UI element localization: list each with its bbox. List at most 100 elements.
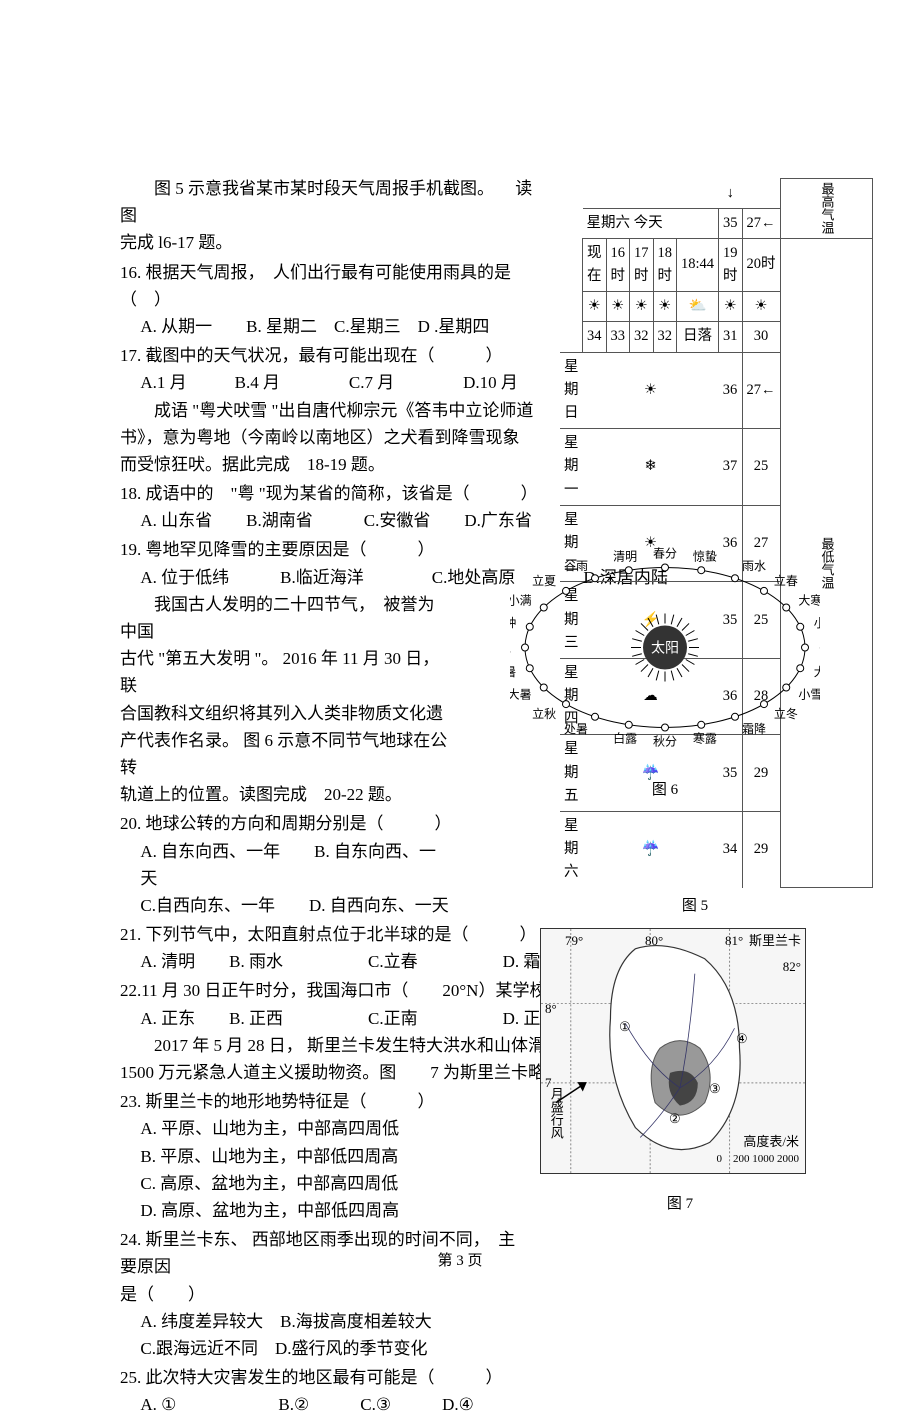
svg-text:大寒: 大寒: [798, 593, 820, 608]
lon79: 79°: [565, 931, 583, 952]
svg-text:霜降: 霜降: [742, 722, 766, 736]
wi-1: ❄: [583, 429, 719, 506]
nowh-6: 20时: [742, 238, 780, 291]
intro-text: 图 5 示意我省某市某时段天气周报手机截图。: [154, 179, 494, 198]
sun-label: 太阳: [651, 641, 679, 657]
svg-text:大雪: 大雪: [814, 665, 820, 679]
q23-c: C. 高原、盆地为主，中部高四周低: [120, 1170, 520, 1197]
nowh-0: 现在: [583, 238, 607, 291]
m4: ④: [736, 1029, 748, 1050]
svg-text:秋分: 秋分: [653, 735, 677, 749]
fig6-label: 图 6: [510, 778, 820, 802]
lon80: 80°: [645, 931, 663, 952]
svg-text:立秋: 立秋: [532, 706, 556, 721]
legend: 高度表/米: [743, 1132, 799, 1153]
q17-a: A.1 月: [140, 369, 230, 396]
svg-text:谷雨: 谷雨: [564, 559, 588, 573]
fig6-solar-terms: 太阳 春分 惊蛰雨水立春大寒小寒冬至大雪小雪立冬霜降寒露 秋分 白露 处暑立秋大暑 小暑 夏…: [510, 530, 820, 765]
w-hi-0: 35: [719, 208, 743, 238]
nowv-3: 32: [653, 322, 677, 352]
nowh-4: 18:44: [677, 238, 719, 291]
q24-opts2: C.跟海远近不同 D.盛行风的季节变化: [120, 1335, 520, 1362]
q17-c: C.7 月: [349, 369, 459, 396]
svg-text:处暑: 处暑: [564, 722, 588, 736]
fig5-label: 图 5: [560, 894, 830, 918]
s2-e: 轨道上的位置。读图完成 20-22 题。: [120, 781, 450, 808]
nowv-0: 34: [583, 322, 607, 352]
svg-text:冬至: 冬至: [819, 640, 820, 655]
q25-opts-text: A. ① B.② C.③ D.④: [140, 1391, 473, 1418]
q25: 25. 此次特大灾害发生的地区最有可能是（ ）: [120, 1364, 520, 1391]
q17: 17. 截图中的天气状况，最有可能出现在（ ）: [120, 342, 540, 369]
q23-b: B. 平原、山地为主，中部低四周高: [120, 1143, 520, 1170]
q23: 23. 斯里兰卡的地形地势特征是（ ）: [120, 1088, 520, 1115]
nowv-6: 30: [742, 322, 780, 352]
q16-opts: A. 从期一 B. 星期二 C.星期三 D .星期四: [120, 313, 540, 340]
m3: ③: [709, 1079, 721, 1100]
wd-0: 星期日: [560, 352, 583, 429]
page-number: 第 3 页: [0, 1249, 920, 1273]
fig7-label: 图 7: [540, 1192, 820, 1216]
nowh-5: 19时: [719, 238, 743, 291]
nowv-5: 31: [719, 322, 743, 352]
wh-1: 37: [719, 429, 743, 506]
svg-text:惊蛰: 惊蛰: [693, 549, 717, 564]
intro2a: 成语 "粤犬吠雪 "出自唐代柳宗元《答韦中立论师道: [120, 397, 540, 424]
q24b: 是（ ）: [120, 1281, 520, 1308]
scale: 0 200 1000 2000: [717, 1151, 800, 1169]
q20: 20. 地球公转的方向和周期分别是（ ）: [120, 810, 450, 837]
svg-text:雨水: 雨水: [742, 559, 766, 573]
svg-text:白露: 白露: [613, 730, 637, 745]
wl-6: 29: [742, 812, 780, 888]
wl-1: 25: [742, 429, 780, 506]
w-lo-0: 27←: [742, 208, 780, 238]
wind: 月盛行风: [545, 1087, 566, 1139]
lat8: 8°: [545, 999, 557, 1020]
q17-d: D.10 月: [463, 369, 518, 396]
wh-0: 36: [719, 352, 743, 429]
wi-6: ☔: [583, 812, 719, 888]
s2-a: 我国古人发明的二十四节气， 被誉为中国: [120, 591, 450, 645]
svg-text:小雪: 小雪: [798, 688, 820, 702]
wd-1: 星期一: [560, 429, 583, 506]
s2-b: 古代 "第五大发明 "。 2016 年 11 月 30 日， 联: [120, 645, 450, 699]
q20-opts2: C.自西向东、一年 D. 自西向东、一天: [120, 892, 450, 919]
svg-text:春分: 春分: [653, 547, 677, 561]
sat-today: 星期六 今天: [583, 208, 719, 238]
q17-opts: A.1 月 B.4 月 C.7 月 D.10 月: [120, 369, 540, 396]
svg-text:小满: 小满: [510, 594, 532, 608]
m2: ②: [669, 1109, 681, 1130]
svg-text:夏至: 夏至: [510, 641, 511, 655]
q16: 16. 根据天气周报， 人们出行最有可能使用雨具的是 （ ）: [120, 259, 540, 313]
q25-opts: A. ① B.② C.③ D.④: [120, 1391, 810, 1418]
svg-text:清明: 清明: [613, 550, 637, 564]
wh-6: 34: [719, 812, 743, 888]
svg-text:大暑: 大暑: [510, 688, 532, 702]
nowv-2: 32: [630, 322, 654, 352]
intro-fig5: 图 5 示意我省某市某时段天气周报手机截图。 读图: [120, 175, 540, 229]
q23-a: A. 平原、山地为主，中部高四周低: [120, 1115, 520, 1142]
nowh-1: 16时: [606, 238, 630, 291]
q20-opts1: A. 自东向西、一年 B. 自东向西、一天: [120, 838, 450, 892]
svg-text:立冬: 立冬: [774, 706, 798, 721]
fig7-map: 79° 80° 81° 斯里兰卡 82° 8° 7 月盛行风 ① ② ③ ④ 高…: [540, 928, 820, 1216]
map-title: 斯里兰卡: [749, 931, 801, 952]
wl-0: 27←: [742, 352, 780, 429]
svg-text:小暑: 小暑: [510, 665, 516, 679]
intro2c: 而受惊狂吠。据此完成 18-19 题。: [120, 451, 540, 478]
col-high: 最高气温: [780, 179, 872, 239]
q18: 18. 成语中的 "粤 "现为某省的简称，该省是（ ）: [120, 480, 540, 507]
nowh-2: 17时: [630, 238, 654, 291]
svg-text:小寒: 小寒: [814, 615, 820, 630]
wi-0: ☀: [583, 352, 719, 429]
svg-text:寒露: 寒露: [693, 730, 717, 745]
wd-6: 星期六: [560, 812, 583, 888]
nowv-1: 33: [606, 322, 630, 352]
svg-text:立春: 立春: [774, 573, 798, 588]
q18-opts: A. 山东省 B.湖南省 C.安徽省 D.广东省: [120, 507, 540, 534]
svg-text:芒种: 芒种: [510, 615, 516, 630]
svg-text:立夏: 立夏: [532, 573, 556, 588]
q24-opts1: A. 纬度差异较大 B.海拔高度相差较大: [120, 1308, 520, 1335]
nowh-3: 18时: [653, 238, 677, 291]
q23-d: D. 高原、盆地为主，中部低四周高: [120, 1197, 520, 1224]
